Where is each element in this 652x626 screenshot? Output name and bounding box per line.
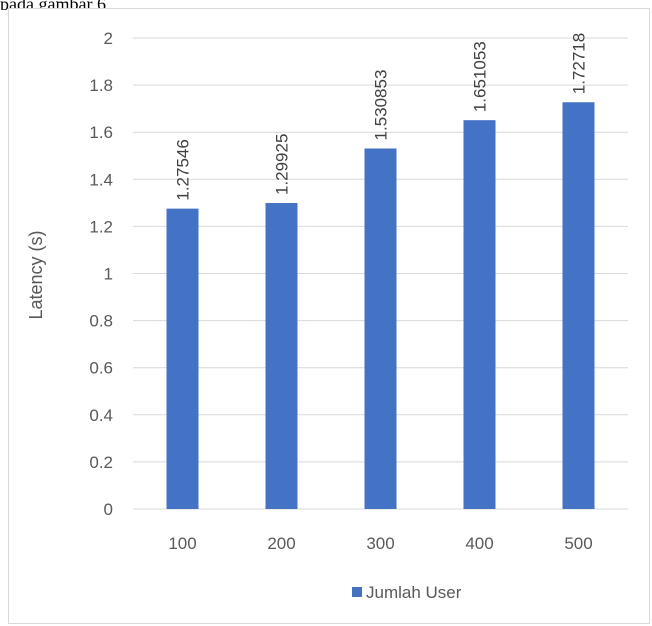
y-tick-label: 1.4 — [89, 170, 113, 189]
y-axis-title: Latency (s) — [26, 230, 46, 319]
data-labels: 1.27546 1.29925 1.530853 1.651053 1.72718 — [174, 33, 589, 201]
legend-swatch — [352, 587, 362, 597]
x-tick-label: 500 — [564, 534, 592, 553]
data-label: 1.530853 — [372, 70, 391, 141]
bar — [265, 203, 298, 510]
legend: Jumlah User — [352, 583, 462, 602]
y-tick-label: 1.8 — [89, 76, 113, 95]
y-tick-label: 0.6 — [89, 359, 113, 378]
bar — [364, 148, 397, 509]
legend-label: Jumlah User — [366, 583, 462, 602]
data-label: 1.29925 — [273, 134, 292, 195]
y-tick-label: 0 — [104, 500, 113, 519]
y-tick-label: 1.6 — [89, 123, 113, 142]
y-tick-label: 0.2 — [89, 453, 113, 472]
data-label: 1.27546 — [174, 139, 193, 200]
x-tick-label: 400 — [465, 534, 493, 553]
x-tick-label: 100 — [168, 534, 196, 553]
data-label: 1.651053 — [471, 41, 490, 112]
bar — [166, 208, 199, 510]
chart-frame — [8, 8, 650, 624]
bars — [166, 102, 595, 510]
bar — [562, 102, 595, 509]
y-tick-label: 1.2 — [89, 217, 113, 236]
y-tick-label: 0.4 — [89, 406, 113, 425]
x-tick-labels: 100 200 300 400 500 — [168, 534, 592, 553]
y-tick-labels: 0 0.2 0.4 0.6 0.8 1 1.2 1.4 1.6 1.8 2 — [89, 29, 113, 519]
bar — [463, 120, 496, 510]
y-tick-label: 2 — [104, 29, 113, 48]
x-tick-label: 300 — [366, 534, 394, 553]
x-tick-label: 200 — [267, 534, 295, 553]
y-tick-label: 1 — [104, 265, 113, 284]
caption-fragment: pada gambar 6. — [0, 0, 111, 10]
y-tick-label: 0.8 — [89, 312, 113, 331]
data-label: 1.72718 — [570, 33, 589, 94]
